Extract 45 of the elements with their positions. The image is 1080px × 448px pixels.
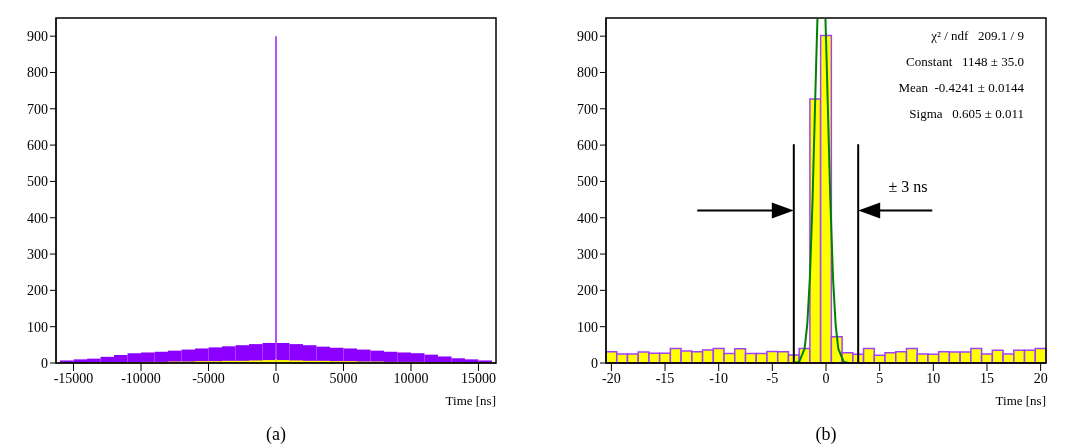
x-tick-label: -10 — [709, 370, 729, 386]
x-tick-label: 5000 — [329, 370, 358, 386]
x-tick-label: 20 — [1033, 370, 1048, 386]
x-tick-label: 5 — [876, 370, 884, 386]
y-tick-label: 400 — [577, 210, 598, 226]
y-tick-label: 0 — [41, 355, 48, 371]
annotation: Sigma 0.605 ± 0.011 — [909, 106, 1024, 121]
y-tick-label: 700 — [27, 101, 48, 117]
annotation: Mean -0.4241 ± 0.0144 — [898, 80, 1025, 95]
y-tick-label: 200 — [577, 283, 598, 299]
y-tick-label: 600 — [577, 138, 598, 154]
y-tick-label: 500 — [577, 174, 598, 190]
x-tick-label: -15000 — [53, 370, 94, 386]
x-tick-label: 10 — [926, 370, 941, 386]
y-tick-label: 800 — [27, 65, 48, 81]
y-tick-label: 900 — [577, 29, 598, 45]
x-tick-label: 15000 — [460, 370, 496, 386]
y-tick-label: 100 — [27, 319, 48, 335]
y-tick-label: 400 — [27, 210, 48, 226]
y-tick-label: 500 — [27, 174, 48, 190]
annotation: χ² / ndf 209.1 / 9 — [930, 28, 1024, 43]
x-tick-label: 15 — [979, 370, 994, 386]
x-tick-label: 10000 — [393, 370, 429, 386]
y-tick-label: 800 — [577, 65, 598, 81]
y-tick-label: 900 — [27, 29, 48, 45]
x-tick-label: -15 — [655, 370, 675, 386]
y-tick-label: 300 — [27, 247, 48, 263]
x-axis-title: Time [ns] — [995, 393, 1046, 408]
x-tick-label: 0 — [272, 370, 280, 386]
annotation: ± 3 ns — [888, 178, 928, 196]
y-tick-label: 600 — [27, 138, 48, 154]
y-tick-label: 300 — [577, 247, 598, 263]
y-tick-label: 100 — [577, 319, 598, 335]
y-tick-label: 0 — [591, 355, 598, 371]
x-tick-label: -5 — [766, 370, 779, 386]
text: (a) — [266, 424, 286, 445]
text: (b) — [815, 424, 837, 445]
x-axis-title: Time [ns] — [445, 393, 496, 408]
x-tick-label: -20 — [602, 370, 621, 386]
y-tick-label: 700 — [577, 101, 598, 117]
x-tick-label: 0 — [822, 370, 830, 386]
x-tick-label: -10000 — [121, 370, 161, 386]
x-tick-label: -5000 — [192, 370, 225, 386]
y-tick-label: 200 — [27, 283, 48, 299]
annotation: Constant 1148 ± 35.0 — [906, 54, 1024, 69]
